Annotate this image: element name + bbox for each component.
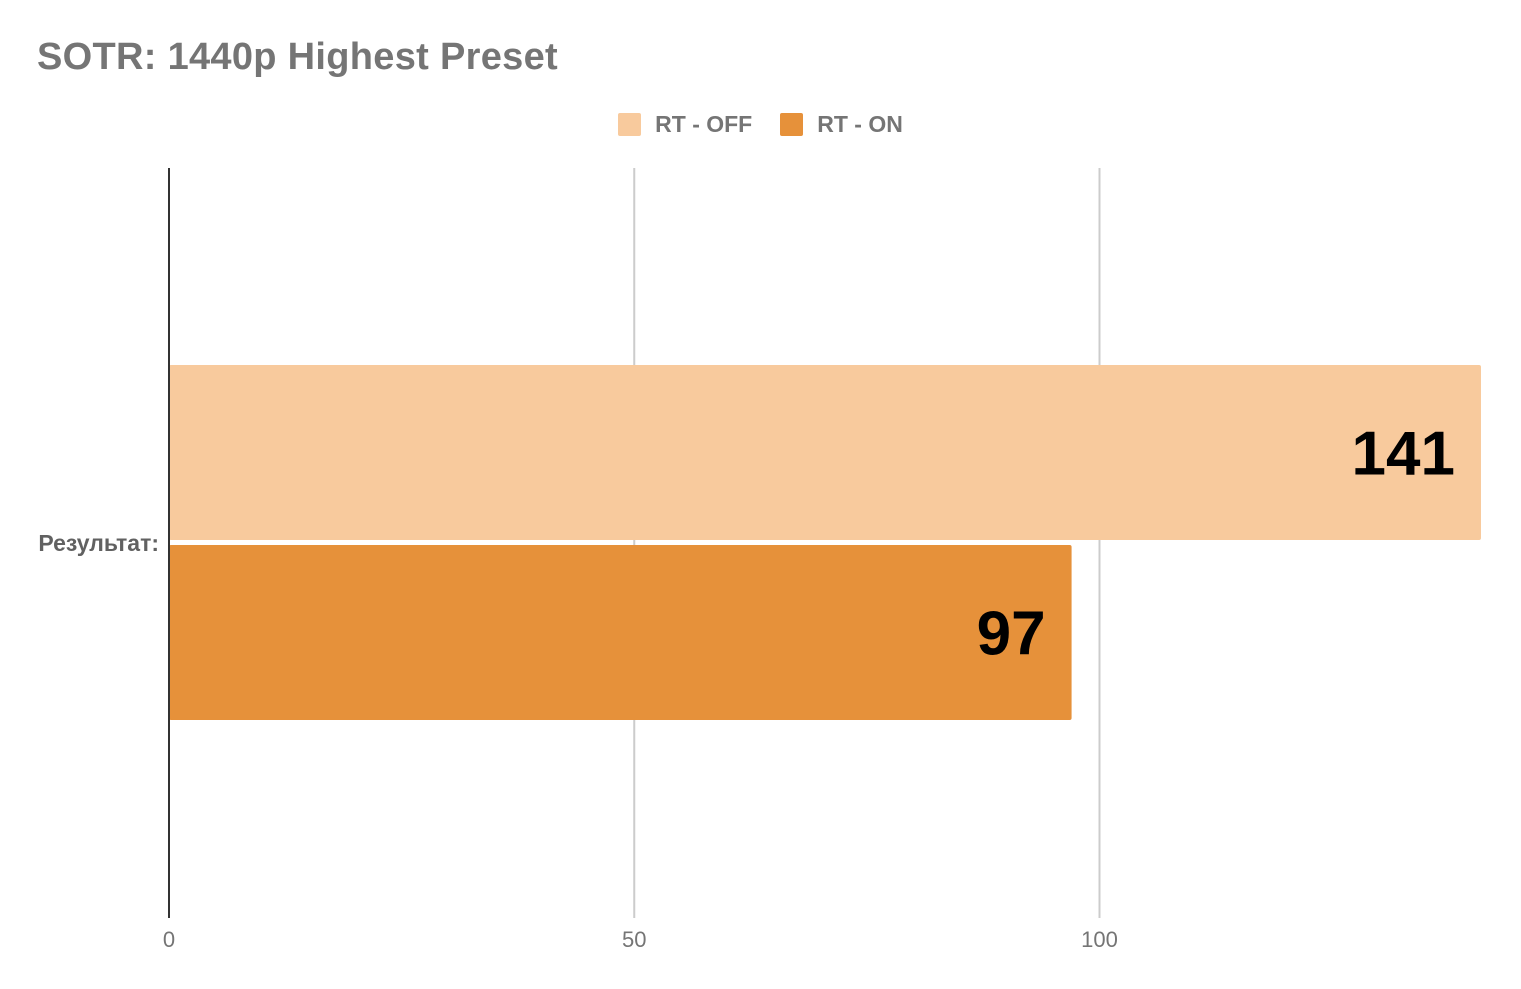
x-tick-label-0: 0 bbox=[163, 927, 175, 952]
gridlines bbox=[633, 168, 1101, 918]
chart-title: SOTR: 1440p Highest Preset bbox=[37, 36, 558, 78]
data-label-rt-on: 97 bbox=[977, 600, 1046, 669]
legend-swatch-rt-off bbox=[618, 112, 642, 136]
legend-label-rt-off: RT - OFF bbox=[655, 110, 753, 137]
x-axis-ticks: 0 50 100 bbox=[163, 927, 1118, 952]
bar-rt-on[interactable] bbox=[169, 545, 1072, 720]
legend-label-rt-on: RT - ON bbox=[817, 110, 903, 137]
legend: RT - OFF RT - ON bbox=[0, 108, 1521, 140]
category-label: Результат: bbox=[38, 530, 159, 556]
legend-item-rt-on[interactable]: RT - ON bbox=[780, 111, 903, 138]
legend-item-rt-off[interactable]: RT - OFF bbox=[618, 111, 752, 138]
legend-swatch-rt-on bbox=[780, 112, 804, 136]
data-label-rt-off: 141 bbox=[1352, 420, 1455, 489]
data-labels: 141 97 bbox=[977, 420, 1455, 669]
x-tick-label-100: 100 bbox=[1081, 927, 1118, 952]
x-tick-label-50: 50 bbox=[622, 927, 646, 952]
bar-rt-off[interactable] bbox=[169, 365, 1481, 540]
bars bbox=[169, 365, 1481, 720]
